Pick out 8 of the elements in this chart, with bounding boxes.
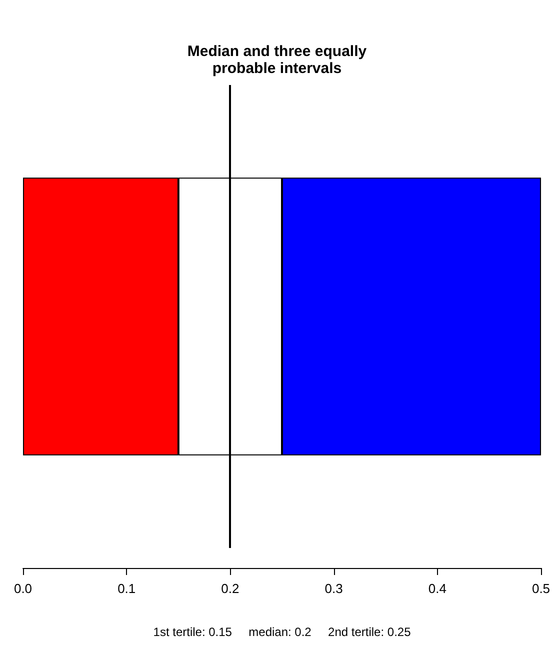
x-tick-label: 0.0	[14, 581, 32, 596]
x-tick-label: 0.5	[532, 581, 550, 596]
chart-title: Median and three equally probable intervals	[187, 43, 368, 77]
x-tick-label: 0.1	[118, 581, 136, 596]
x-tick-label: 0.2	[221, 581, 240, 596]
x-tick-label: 0.3	[324, 581, 343, 596]
x-axis-title: 1st tertile: 0.15 median: 0.2 2nd tertile: 0.25	[153, 625, 412, 639]
x-tick-label: 0.4	[428, 581, 446, 596]
